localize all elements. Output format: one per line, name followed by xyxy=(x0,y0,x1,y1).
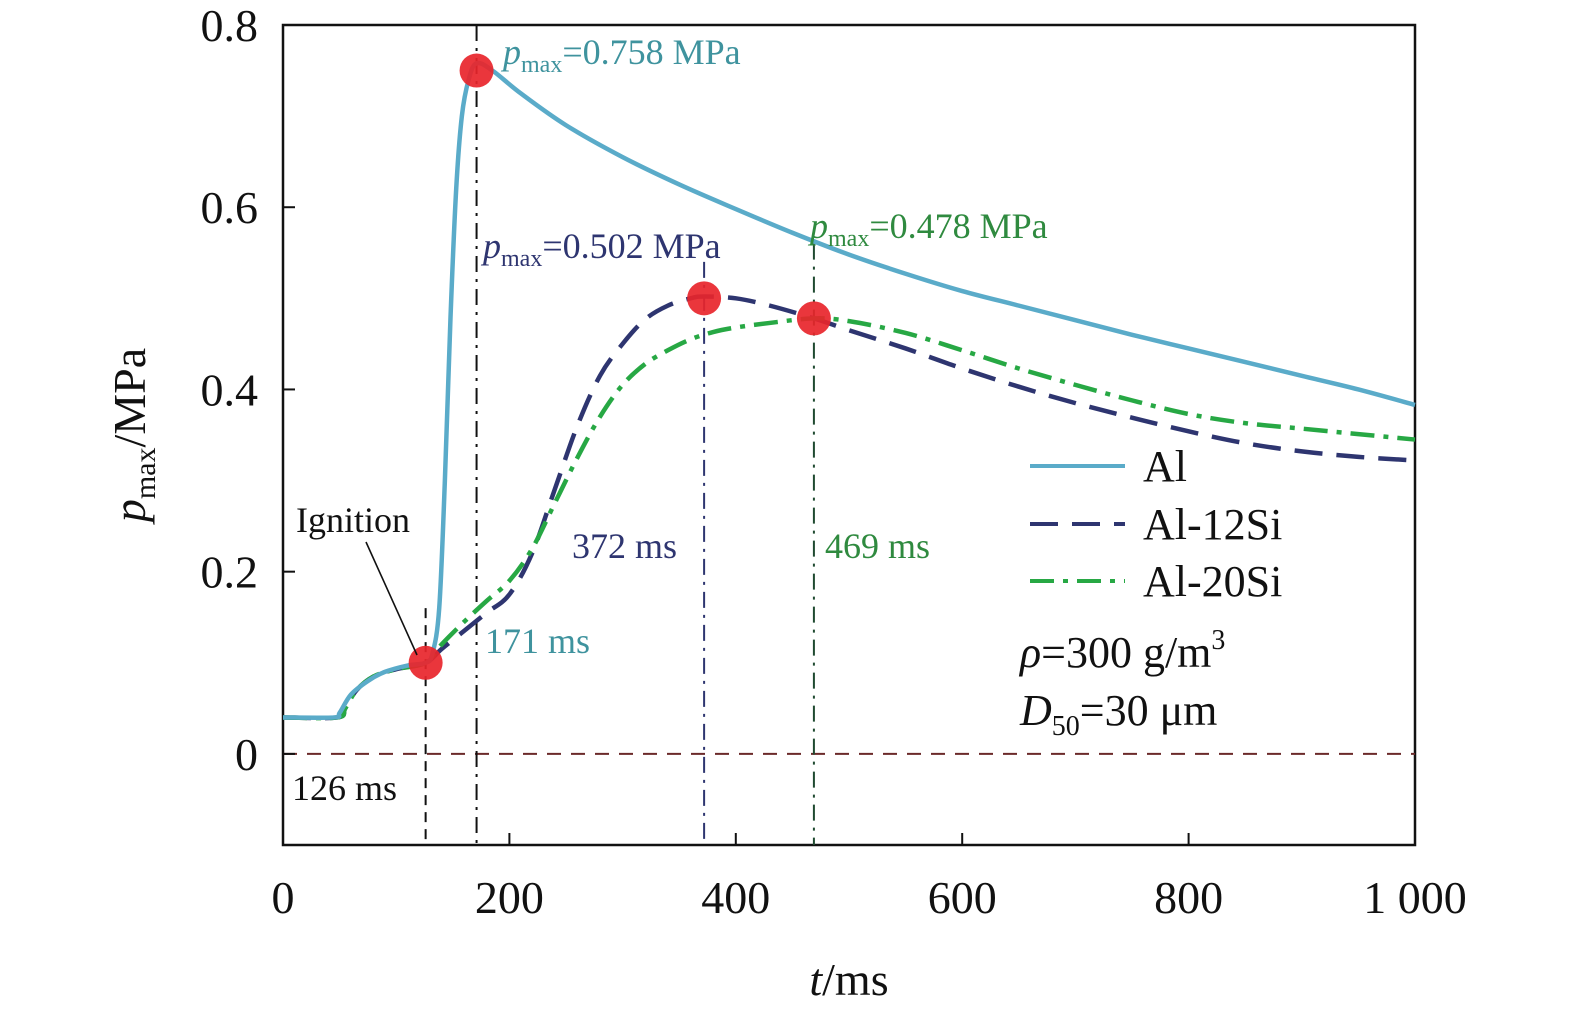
plot-frame xyxy=(281,23,1417,847)
annotation-peak-al: pmax=0.758 MPa xyxy=(500,32,741,78)
x-axis-ticks: 0 200 400 600 800 1 000 xyxy=(272,833,1467,923)
legend-label-al12si: Al-12Si xyxy=(1143,500,1282,549)
annotation-ignition: Ignition xyxy=(296,500,410,540)
ignition-leader-line xyxy=(365,541,418,656)
legend-label-al20si: Al-20Si xyxy=(1143,557,1282,606)
x-tick-label: 600 xyxy=(928,872,997,923)
peak-markers xyxy=(408,53,831,680)
y-tick-label: 0.8 xyxy=(201,0,259,51)
annotation-time-469: 469 ms xyxy=(825,526,930,566)
param-d50: D50=30 μm xyxy=(1019,686,1217,742)
peak-marker xyxy=(687,281,722,316)
y-tick-label: 0.6 xyxy=(201,182,259,233)
peak-marker xyxy=(408,645,443,680)
x-tick-label: 1 000 xyxy=(1363,872,1467,923)
annotation-time-171: 171 ms xyxy=(485,621,590,661)
annotation-time-126: 126 ms xyxy=(292,768,397,808)
x-axis-title: t/ms xyxy=(809,954,888,1005)
legend: Al Al-12Si Al-20Si xyxy=(1030,442,1282,606)
x-tick-label: 400 xyxy=(701,872,770,923)
y-tick-label: 0.2 xyxy=(201,547,259,598)
y-tick-label: 0 xyxy=(235,729,258,780)
peak-marker xyxy=(459,53,494,88)
series-line-al xyxy=(282,60,1416,721)
peak-marker xyxy=(796,301,831,336)
y-axis-ticks: 0 0.2 0.4 0.6 0.8 xyxy=(201,0,295,780)
y-tick-label: 0.4 xyxy=(201,364,259,415)
x-tick-label: 0 xyxy=(272,872,295,923)
annotation-peak-al12si: pmax=0.502 MPa xyxy=(480,226,721,272)
y-axis-title: pmax/MPa xyxy=(104,348,162,525)
annotation-time-372: 372 ms xyxy=(572,526,677,566)
x-tick-label: 800 xyxy=(1154,872,1223,923)
annotation-peak-al20si: pmax=0.478 MPa xyxy=(807,206,1048,252)
param-density: ρ=300 g/m3 xyxy=(1018,625,1225,677)
x-tick-label: 200 xyxy=(475,872,544,923)
series-group xyxy=(282,60,1416,721)
legend-label-al: Al xyxy=(1143,442,1187,491)
reference-vertical-lines xyxy=(424,25,815,845)
